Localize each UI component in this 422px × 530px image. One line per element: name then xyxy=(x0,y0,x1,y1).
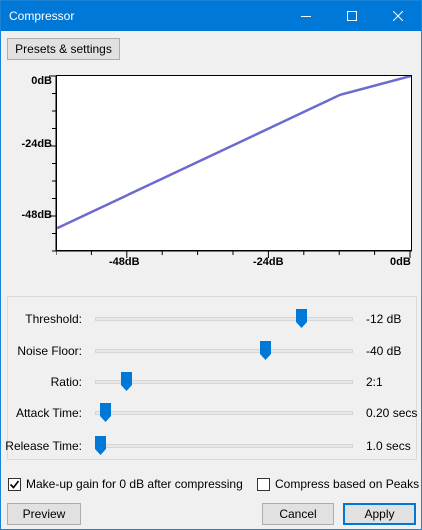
noise-floor-value: -40 dB xyxy=(366,344,402,358)
compress-peaks-label: Compress based on Peaks xyxy=(275,477,420,491)
release-time-slider-thumb[interactable] xyxy=(95,436,107,455)
attack-time-label: Attack Time: xyxy=(15,406,82,420)
maximize-icon xyxy=(347,11,357,21)
transfer-curve-svg xyxy=(56,74,412,230)
noise-floor-slider[interactable] xyxy=(95,349,353,353)
cancel-button[interactable]: Cancel xyxy=(262,503,334,525)
compress-peaks-checkbox-box[interactable] xyxy=(257,477,270,491)
controls-panel xyxy=(7,296,417,460)
minimize-icon xyxy=(301,16,311,17)
threshold-label: Threshold: xyxy=(25,312,82,326)
title-bar[interactable]: Compressor xyxy=(1,1,421,31)
x-tick-label: -48dB xyxy=(109,256,140,268)
makeup-gain-checkbox[interactable]: Make-up gain for 0 dB after compressing xyxy=(8,477,243,491)
compression-graph: 0dB -24dB -48dB -48dB -24dB 0dB xyxy=(1,66,421,276)
close-icon xyxy=(393,11,403,21)
threshold-slider-thumb[interactable] xyxy=(296,309,308,328)
x-tick-label: 0dB xyxy=(390,256,411,268)
y-tick-label: 0dB xyxy=(31,75,52,87)
release-time-slider[interactable] xyxy=(95,444,353,448)
ratio-slider[interactable] xyxy=(95,380,353,384)
makeup-gain-checkbox-box[interactable] xyxy=(8,477,21,491)
makeup-gain-label: Make-up gain for 0 dB after compressing xyxy=(26,477,243,491)
transfer-curve-line xyxy=(56,74,412,230)
attack-time-slider-thumb[interactable] xyxy=(100,403,112,422)
noise-floor-slider-thumb[interactable] xyxy=(260,341,272,360)
release-time-value: 1.0 secs xyxy=(366,439,411,453)
x-tick-label: -24dB xyxy=(253,256,284,268)
minimize-button[interactable] xyxy=(283,1,329,31)
y-tick-label: -48dB xyxy=(21,209,52,221)
graph-plot-area xyxy=(56,74,412,251)
preview-button[interactable]: Preview xyxy=(7,503,81,525)
ratio-slider-thumb[interactable] xyxy=(120,372,132,391)
apply-button[interactable]: Apply xyxy=(343,503,416,525)
maximize-button[interactable] xyxy=(329,1,375,31)
ratio-value: 2:1 xyxy=(366,375,383,389)
window-title: Compressor xyxy=(9,9,75,23)
threshold-slider[interactable] xyxy=(95,317,353,321)
attack-time-value: 0.20 secs xyxy=(366,406,418,420)
close-button[interactable] xyxy=(375,1,421,31)
threshold-value: -12 dB xyxy=(366,312,402,326)
presets-settings-button[interactable]: Presets & settings xyxy=(7,38,120,60)
attack-time-slider[interactable] xyxy=(95,411,353,415)
x-axis-ruler xyxy=(56,251,412,258)
checkmark-icon xyxy=(9,480,20,489)
release-time-label: Release Time: xyxy=(5,439,82,453)
y-tick-label: -24dB xyxy=(21,138,52,150)
noise-floor-label: Noise Floor: xyxy=(17,344,82,358)
compress-peaks-checkbox[interactable]: Compress based on Peaks xyxy=(257,477,419,491)
ratio-label: Ratio: xyxy=(50,375,82,389)
